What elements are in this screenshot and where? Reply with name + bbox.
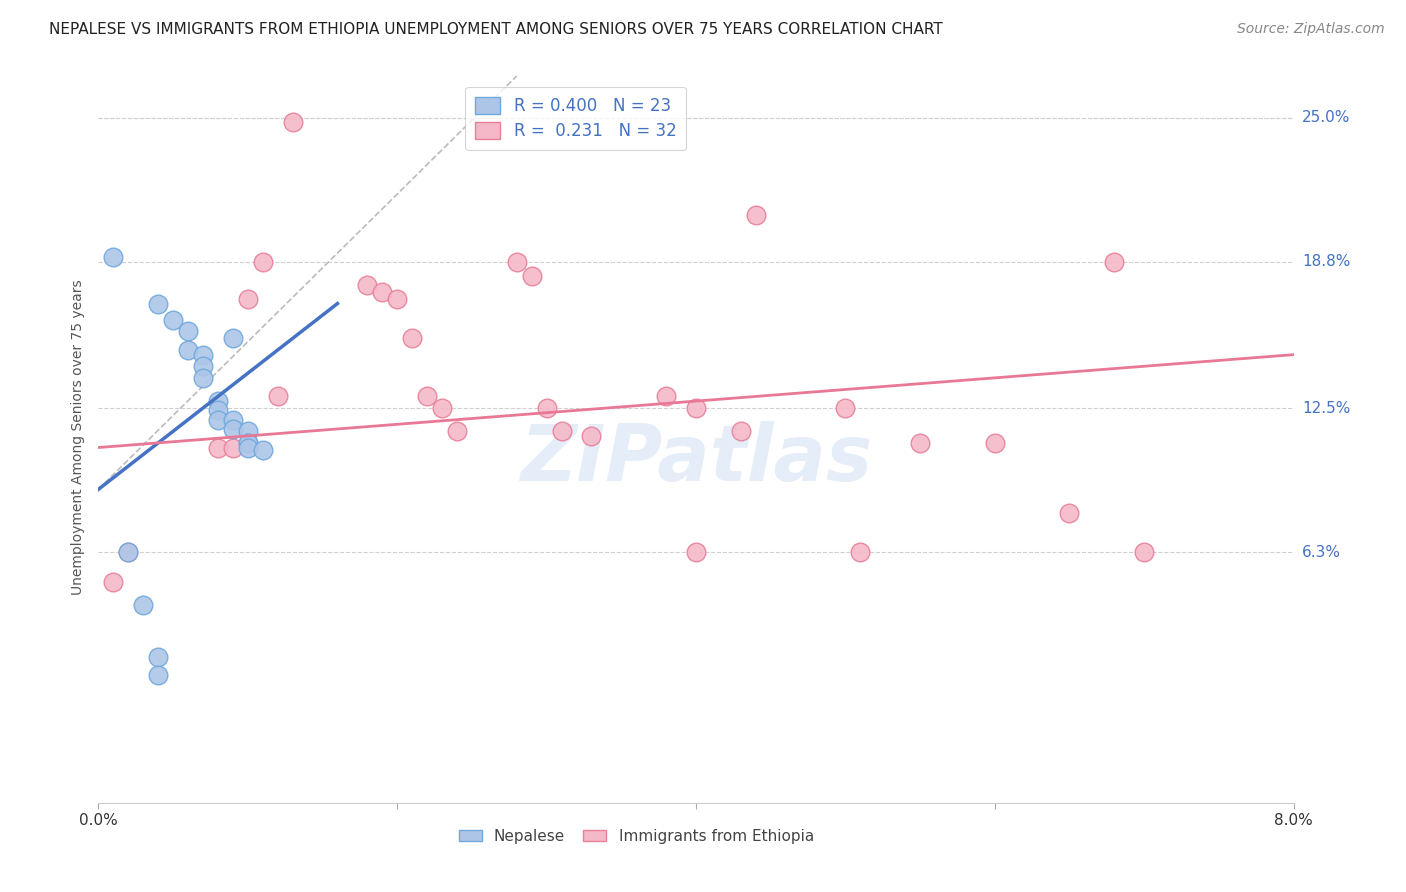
Y-axis label: Unemployment Among Seniors over 75 years: Unemployment Among Seniors over 75 years	[72, 279, 86, 595]
Point	[1133, 545, 1156, 559]
Point	[252, 254, 274, 268]
Point	[191, 359, 214, 374]
Point	[430, 401, 453, 415]
Point	[550, 424, 572, 438]
Point	[984, 436, 1007, 450]
Text: 18.8%: 18.8%	[1302, 254, 1350, 269]
Point	[207, 394, 229, 409]
Point	[148, 296, 170, 310]
Point	[103, 575, 125, 590]
Text: ZIPatlas: ZIPatlas	[520, 421, 872, 497]
Text: 6.3%: 6.3%	[1302, 544, 1341, 559]
Point	[281, 115, 304, 129]
Point	[416, 389, 439, 403]
Point	[207, 412, 229, 426]
Point	[207, 403, 229, 417]
Point	[356, 277, 378, 292]
Point	[385, 292, 409, 306]
Point	[730, 424, 752, 438]
Point	[177, 325, 200, 339]
Point	[685, 545, 707, 559]
Point	[222, 422, 245, 436]
Point	[1104, 254, 1126, 268]
Point	[132, 599, 155, 613]
Point	[207, 441, 229, 455]
Point	[162, 313, 184, 327]
Text: 12.5%: 12.5%	[1302, 401, 1350, 416]
Text: Source: ZipAtlas.com: Source: ZipAtlas.com	[1237, 22, 1385, 37]
Legend: Nepalese, Immigrants from Ethiopia: Nepalese, Immigrants from Ethiopia	[453, 822, 820, 850]
Point	[222, 441, 245, 455]
Point	[1059, 506, 1081, 520]
Point	[222, 412, 245, 426]
Point	[506, 254, 529, 268]
Point	[148, 649, 170, 664]
Point	[536, 401, 558, 415]
Point	[191, 348, 214, 362]
Point	[849, 545, 872, 559]
Point	[908, 436, 931, 450]
Point	[117, 545, 139, 559]
Point	[446, 424, 468, 438]
Point	[267, 389, 290, 403]
Text: NEPALESE VS IMMIGRANTS FROM ETHIOPIA UNEMPLOYMENT AMONG SENIORS OVER 75 YEARS CO: NEPALESE VS IMMIGRANTS FROM ETHIOPIA UNE…	[49, 22, 943, 37]
Point	[236, 292, 259, 306]
Point	[236, 424, 259, 438]
Point	[236, 441, 259, 455]
Point	[148, 668, 170, 682]
Point	[401, 331, 423, 345]
Point	[834, 401, 856, 415]
Point	[371, 285, 394, 299]
Point	[252, 442, 274, 457]
Point	[177, 343, 200, 357]
Text: 25.0%: 25.0%	[1302, 111, 1350, 125]
Point	[685, 401, 707, 415]
Point	[236, 436, 259, 450]
Point	[581, 429, 603, 443]
Point	[222, 331, 245, 345]
Point	[520, 268, 543, 283]
Point	[655, 389, 678, 403]
Point	[117, 545, 139, 559]
Point	[191, 371, 214, 385]
Point	[745, 208, 768, 222]
Point	[103, 250, 125, 264]
Point	[236, 436, 259, 450]
